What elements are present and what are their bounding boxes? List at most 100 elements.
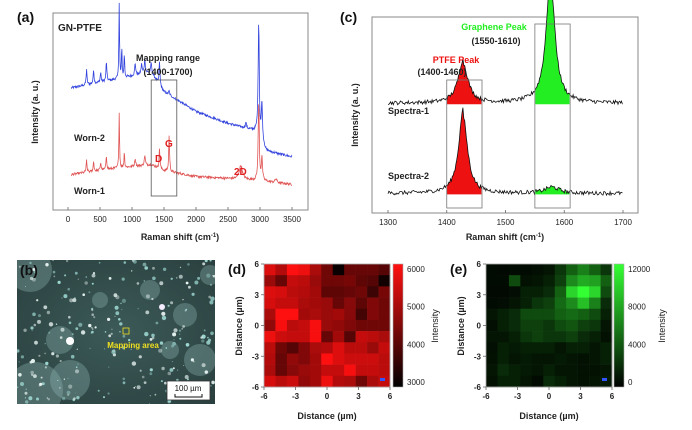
heatmap-cell: [378, 275, 391, 287]
heatmap-cell: [566, 297, 578, 310]
heatmap-cell: [531, 353, 544, 365]
heatmap-cell: [332, 364, 345, 377]
x-tick-label: 3500: [283, 215, 301, 224]
x-tick-label: 0: [325, 392, 330, 401]
heatmap-cell: [332, 275, 345, 287]
heatmap-cell: [497, 342, 510, 354]
heatmap-cell: [367, 364, 379, 377]
panel-e-heatmap: [486, 264, 613, 388]
heatmap-cell: [378, 264, 391, 276]
scale-bar: [174, 394, 203, 398]
heatmap-cell: [298, 308, 311, 321]
heatmap-cell: [286, 286, 299, 298]
panel-d-label: (d): [228, 261, 246, 277]
y-tick-label: -6: [252, 383, 260, 392]
heatmap-cell: [264, 375, 276, 388]
heatmap-cell: [332, 286, 345, 298]
heatmap-cell: [275, 308, 288, 321]
heatmap-cell: [344, 264, 356, 276]
y-tick-label: 6: [477, 260, 482, 269]
heatmap-cell: [508, 364, 521, 377]
x-tick-label: -6: [482, 392, 490, 401]
heatmap-cell: [344, 319, 356, 332]
heatmap-cell: [600, 375, 613, 388]
x-tick-label: 500: [93, 215, 107, 224]
heatmap-cell: [298, 364, 311, 377]
x-tick-label: 1500: [497, 218, 515, 227]
heatmap-cell: [508, 353, 521, 365]
panel-c: (c) PTFE Peak (1400-1460) Graphene Peak …: [340, 0, 639, 242]
heatmap-cell: [577, 319, 590, 332]
heatmap-cell: [332, 331, 345, 343]
heatmap-cell: [367, 353, 379, 365]
heatmap-cell: [286, 375, 299, 388]
series-worn-2: [70, 2, 293, 158]
x-tick-label: 2000: [187, 215, 205, 224]
heatmap-cell: [566, 286, 578, 298]
heatmap-cell: [264, 342, 276, 354]
heatmap-cell: [264, 286, 276, 298]
colorbar-tick-label: 12000: [628, 265, 651, 274]
heatmap-cell: [298, 275, 311, 287]
heatmap-cell: [600, 308, 613, 321]
heatmap-cell: [355, 264, 368, 276]
x-tick-label: 2500: [219, 215, 237, 224]
heatmap-cell: [600, 331, 613, 343]
scan-marker: [602, 378, 607, 381]
heatmap-cell: [600, 264, 613, 276]
spectra-1-label: Spectra-1: [388, 106, 429, 116]
g-band-label: G: [165, 139, 173, 150]
heatmap-cell: [286, 331, 299, 343]
worn-1-label: Worn-1: [74, 186, 105, 196]
mapping-range-box: [150, 79, 178, 197]
heatmap-cell: [577, 375, 590, 388]
heatmap-cell: [344, 353, 356, 365]
heatmap-cell: [589, 375, 601, 388]
heatmap-cell: [543, 375, 556, 388]
panel-c-y-title: Intensity (a. u.): [350, 83, 360, 147]
panel-d-y-title: Distance (µm): [234, 296, 244, 355]
heatmap-cell: [344, 275, 356, 287]
heatmap-cell: [577, 331, 590, 343]
heatmap-cell: [286, 275, 299, 287]
heatmap-cell: [309, 342, 322, 354]
worn-2-label: Worn-2: [74, 133, 105, 143]
heatmap-cell: [486, 331, 498, 343]
heatmap-cell: [600, 364, 613, 377]
panel-a-label: (a): [17, 9, 34, 25]
heatmap-cell: [554, 364, 567, 377]
y-tick-label: 6: [255, 260, 260, 269]
heatmap-cell: [378, 319, 391, 332]
scale-bar-label: 100 µm: [175, 384, 202, 393]
heatmap-cell: [589, 353, 601, 365]
heatmap-cell: [378, 375, 391, 388]
heatmap-cell: [275, 297, 288, 310]
heatmap-cell: [577, 364, 590, 377]
heatmap-cell: [309, 353, 322, 365]
heatmap-cell: [367, 308, 379, 321]
heatmap-cell: [497, 297, 510, 310]
peak-range-box: [446, 79, 483, 209]
x-tick-label: 0: [66, 215, 71, 224]
heatmap-cell: [286, 264, 299, 276]
x-tick-label: 6: [388, 392, 393, 401]
optical-micrograph: [17, 260, 215, 404]
heatmap-cell: [355, 297, 368, 310]
heatmap-cell: [589, 286, 601, 298]
heatmap-cell: [554, 319, 567, 332]
heatmap-cell: [543, 353, 556, 365]
heatmap-cell: [332, 353, 345, 365]
series-worn-1: [70, 104, 292, 187]
heatmap-cell: [486, 308, 498, 321]
heatmap-cell: [508, 286, 521, 298]
panel-c-range-boxes: [446, 23, 571, 209]
heatmap-cell: [367, 275, 379, 287]
heatmap-cell: [321, 353, 334, 365]
colorbar-tick-label: 3000: [407, 378, 425, 387]
heatmap-cell: [275, 331, 288, 343]
heatmap-cell: [577, 297, 590, 310]
heatmap-cell: [378, 331, 391, 343]
heatmap-cell: [497, 364, 510, 377]
heatmap-cell: [531, 297, 544, 310]
x-tick-label: 1500: [155, 215, 173, 224]
